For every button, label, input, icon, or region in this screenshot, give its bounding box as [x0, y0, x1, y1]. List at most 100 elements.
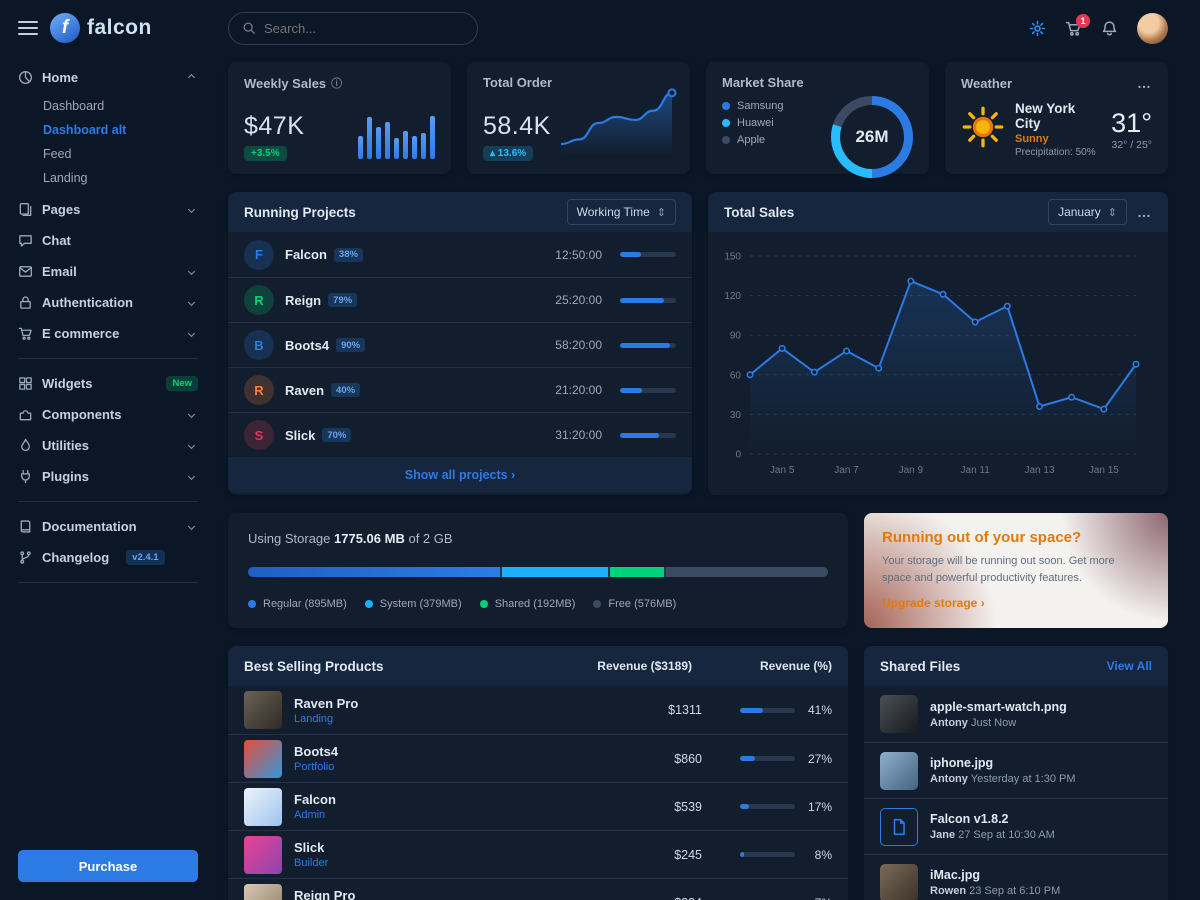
sidebar-item-chat[interactable]: Chat: [18, 225, 198, 256]
project-row[interactable]: F Falcon 38% 12:50:00: [228, 232, 692, 277]
product-name: Reign Pro: [294, 888, 356, 900]
sidebar-item-landing[interactable]: Landing: [43, 171, 88, 185]
file-icon: [880, 807, 918, 846]
project-row[interactable]: R Raven 40% 21:20:00: [228, 367, 692, 412]
file-row[interactable]: iphone.jpg Antony Yesterday at 1:30 PM: [864, 742, 1168, 798]
product-info: Boots4 Portfolio: [294, 744, 552, 773]
product-row[interactable]: Reign ProAgency$234 7%: [228, 878, 848, 900]
file-row[interactable]: Falcon v1.8.2 Jane 27 Sep at 10:30 AM: [864, 798, 1168, 854]
product-category-link[interactable]: Admin: [294, 809, 326, 821]
sidebar-divider: [18, 358, 198, 359]
svg-text:30: 30: [730, 410, 742, 421]
svg-text:0: 0: [735, 450, 741, 461]
legend-label: System (379MB): [379, 598, 462, 610]
sidebar-item-widgets[interactable]: Widgets New: [18, 368, 198, 399]
show-all-projects-link[interactable]: Show all projects ›: [404, 468, 516, 482]
file-row[interactable]: apple-smart-watch.png Antony Just Now: [864, 686, 1168, 742]
purchase-button[interactable]: Purchase: [18, 850, 198, 882]
product-category-link[interactable]: Builder: [294, 857, 329, 869]
product-pct-label: 8%: [814, 847, 832, 862]
product-pct-label: 27%: [807, 751, 832, 766]
total-order-line-chart: [560, 88, 677, 155]
view-all-link[interactable]: View All: [1106, 659, 1152, 673]
project-row[interactable]: B Boots4 90% 58:20:00: [228, 322, 692, 367]
project-name: Falcon 38%: [285, 247, 524, 262]
notifications-bell-icon[interactable]: [1101, 20, 1118, 37]
weather-card: Weather … New York City Sunny Precipitati…: [945, 62, 1168, 174]
sidebar-item-e-commerce[interactable]: E commerce: [18, 318, 198, 349]
settings-gear-icon[interactable]: [1029, 20, 1046, 37]
sidebar-item-email[interactable]: Email: [18, 256, 198, 287]
total-order-value: 58.4K: [483, 112, 551, 140]
sidebar-item-authentication[interactable]: Authentication: [18, 287, 198, 318]
bar: [376, 127, 381, 159]
file-name[interactable]: iphone.jpg: [930, 756, 994, 770]
project-name: Reign 79%: [285, 293, 524, 308]
sidebar-item-label: Changelog: [42, 550, 110, 565]
product-row[interactable]: Boots4 Portfolio $860 27%: [228, 734, 848, 782]
file-row[interactable]: iMac.jpg Rowen 23 Sep at 6:10 PM: [864, 854, 1168, 900]
sidebar: f falcon Home Dashboard Dashboard alt Feed L…: [0, 0, 216, 900]
project-row[interactable]: S Slick 70% 31:20:00: [228, 412, 692, 457]
month-select[interactable]: January ⇕: [1048, 199, 1127, 225]
sidebar-item-documentation[interactable]: Documentation: [18, 511, 198, 542]
sidebar-item-feed[interactable]: Feed: [43, 147, 72, 161]
card-menu-icon[interactable]: …: [1137, 204, 1152, 220]
sidebar-item-changelog[interactable]: Changelog v2.4.1: [18, 542, 198, 573]
project-avatar: F: [244, 239, 274, 270]
storage-legend-item: Regular (895MB): [248, 598, 347, 610]
project-name-text: Reign: [285, 292, 322, 308]
card-menu-icon[interactable]: …: [1137, 75, 1152, 91]
project-name-text: Slick: [285, 427, 316, 443]
product-revenue-pct: 27%: [702, 752, 832, 766]
sidebar-item-components[interactable]: Components: [18, 399, 198, 430]
file-meta: Jane 27 Sep at 10:30 AM: [930, 829, 1055, 841]
product-category-link[interactable]: Portfolio: [294, 761, 335, 773]
product-row[interactable]: Raven Pro Landing $1311 41%: [228, 686, 848, 734]
bar: [430, 116, 435, 159]
total-order-title: Total Order: [483, 75, 553, 90]
progress-fill: [740, 852, 745, 857]
search-input[interactable]: [264, 20, 464, 36]
working-time-select[interactable]: Working Time ⇕: [566, 199, 676, 225]
project-progress-bar: [620, 297, 676, 303]
bar: [394, 138, 399, 159]
sidebar-item-dashboard-alt[interactable]: Dashboard alt: [43, 123, 127, 137]
svg-text:Jan 13: Jan 13: [1024, 465, 1054, 476]
sidebar-item-utilities[interactable]: Utilities: [18, 430, 198, 461]
file-name[interactable]: Falcon v1.8.2: [930, 812, 1009, 826]
svg-text:Jan 7: Jan 7: [834, 465, 859, 476]
sidebar-item-label: Home: [42, 70, 79, 85]
shopping-cart-icon[interactable]: 1: [1065, 13, 1090, 37]
info-icon[interactable]: ⓘ: [331, 78, 343, 90]
falcon-logo[interactable]: f falcon: [50, 13, 152, 43]
product-thumbnail: [244, 691, 282, 729]
sidebar-item-plugins[interactable]: Plugins: [18, 461, 198, 492]
product-revenue: $860: [674, 751, 702, 766]
sidebar-item-home[interactable]: Home: [18, 62, 198, 93]
sidebar-item-pages[interactable]: Pages: [18, 194, 198, 225]
product-category-link[interactable]: Landing: [294, 712, 334, 725]
topbar: 1: [228, 0, 1168, 56]
search-box[interactable]: [228, 11, 478, 45]
progress-fill: [740, 707, 763, 713]
product-name: Slick: [294, 840, 325, 855]
product-row[interactable]: Slick Builder $245 8%: [228, 830, 848, 878]
storage-upsell-card: Running out of your space? Your storage …: [864, 513, 1168, 628]
hamburger-menu-icon[interactable]: [18, 21, 38, 35]
month-select-value: January: [1058, 205, 1101, 219]
user-avatar[interactable]: [1137, 12, 1168, 44]
file-name[interactable]: iMac.jpg: [930, 868, 981, 882]
weekly-sales-title: Weekly Sales: [244, 75, 327, 91]
progress-fill: [620, 297, 665, 303]
chevron-down-icon: [187, 522, 196, 531]
file-name[interactable]: apple-smart-watch.png: [930, 699, 1067, 714]
sidebar-divider: [18, 582, 198, 583]
sidebar-menu: Home Dashboard Dashboard alt Feed Landing Pag…: [18, 56, 198, 846]
version-badge: v2.4.1: [126, 550, 165, 565]
sidebar-item-dashboard[interactable]: Dashboard: [43, 99, 105, 113]
upgrade-storage-link[interactable]: Upgrade storage ›: [882, 596, 985, 610]
product-row[interactable]: Falcon Admin $539 17%: [228, 782, 848, 830]
project-row[interactable]: R Reign 79% 25:20:00: [228, 277, 692, 322]
shared-files-title: Shared Files: [880, 658, 961, 674]
